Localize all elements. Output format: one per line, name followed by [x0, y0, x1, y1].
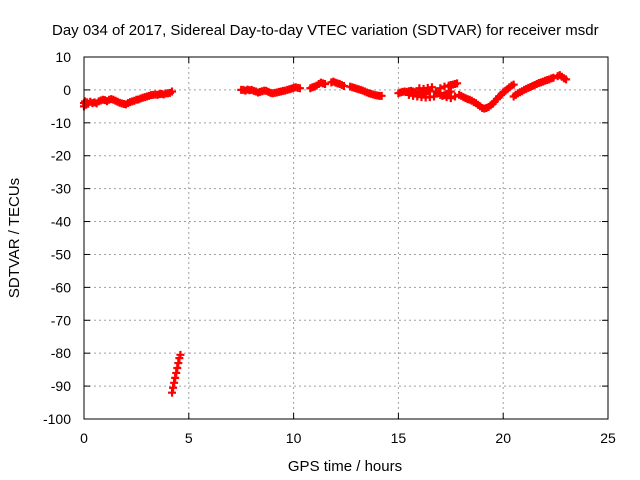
y-tick-label: -60 — [51, 279, 71, 295]
x-tick-label: 15 — [391, 430, 407, 446]
x-tick-label: 25 — [600, 430, 616, 446]
y-tick-label: -90 — [51, 378, 71, 394]
x-tick-label: 20 — [495, 430, 511, 446]
data-point — [168, 87, 177, 96]
data-point — [509, 80, 518, 89]
y-tick-label: -50 — [51, 246, 71, 262]
data-point — [427, 83, 436, 92]
y-tick-label: -30 — [51, 181, 71, 197]
x-tick-label: 5 — [185, 430, 193, 446]
axis-ticks — [83, 56, 609, 420]
y-tick-label: -20 — [51, 148, 71, 164]
x-tick-labels: 0 5 10 15 20 25 — [80, 430, 616, 446]
data-point — [446, 80, 455, 89]
data-point — [377, 91, 386, 100]
plot-frame — [83, 56, 609, 420]
y-tick-labels: 10 0 -10 -20 -30 -40 -50 -60 -70 -80 -90 -100 — [43, 49, 71, 427]
data-points — [80, 71, 571, 397]
data-point — [176, 350, 185, 359]
y-tick-label: -70 — [51, 312, 71, 328]
data-point — [549, 73, 558, 82]
data-point — [436, 84, 445, 93]
y-axis-label: SDTVAR / TECUs — [6, 178, 23, 298]
x-tick-label: 10 — [286, 430, 302, 446]
y-tick-label: 10 — [55, 49, 71, 65]
y-tick-label: -40 — [51, 214, 71, 230]
data-point — [321, 79, 330, 88]
data-point — [453, 79, 462, 88]
y-tick-label: 0 — [63, 82, 71, 98]
x-tick-label: 0 — [80, 430, 88, 446]
y-tick-label: -10 — [51, 115, 71, 131]
data-point — [430, 92, 439, 101]
y-tick-label: -100 — [43, 411, 71, 427]
y-tick-label: -80 — [51, 345, 71, 361]
chart-title: Day 034 of 2017, Sidereal Day-to-day VTE… — [52, 22, 599, 39]
data-point — [562, 75, 571, 84]
data-point — [446, 94, 455, 103]
x-axis-label: GPS time / hours — [288, 458, 402, 475]
data-point — [295, 84, 304, 93]
